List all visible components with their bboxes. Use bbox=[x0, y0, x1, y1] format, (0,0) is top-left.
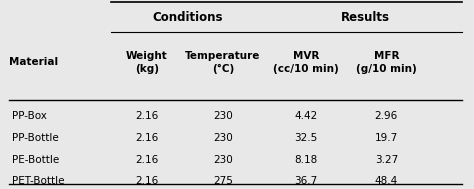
Text: 3.27: 3.27 bbox=[374, 155, 398, 165]
Text: 4.42: 4.42 bbox=[294, 111, 318, 121]
Text: 48.4: 48.4 bbox=[374, 177, 398, 186]
Text: 230: 230 bbox=[213, 133, 233, 143]
Text: 2.16: 2.16 bbox=[135, 155, 159, 165]
Text: 230: 230 bbox=[213, 111, 233, 121]
Text: 19.7: 19.7 bbox=[374, 133, 398, 143]
Text: 2.96: 2.96 bbox=[374, 111, 398, 121]
Text: 36.7: 36.7 bbox=[294, 177, 318, 186]
Text: 2.16: 2.16 bbox=[135, 177, 159, 186]
Text: 8.18: 8.18 bbox=[294, 155, 318, 165]
Text: Material: Material bbox=[9, 57, 59, 67]
Text: PP-Bottle: PP-Bottle bbox=[12, 133, 59, 143]
Text: 2.16: 2.16 bbox=[135, 133, 159, 143]
Text: Results: Results bbox=[340, 11, 390, 23]
Text: 32.5: 32.5 bbox=[294, 133, 318, 143]
Text: Temperature
(°C): Temperature (°C) bbox=[185, 51, 261, 74]
Text: PE-Bottle: PE-Bottle bbox=[12, 155, 59, 165]
Text: PP-Box: PP-Box bbox=[12, 111, 47, 121]
Text: MVR
(cc/10 min): MVR (cc/10 min) bbox=[273, 51, 338, 74]
Text: Weight
(kg): Weight (kg) bbox=[126, 51, 168, 74]
Text: Conditions: Conditions bbox=[152, 11, 222, 23]
Text: 2.16: 2.16 bbox=[135, 111, 159, 121]
Text: 230: 230 bbox=[213, 155, 233, 165]
Text: PET-Bottle: PET-Bottle bbox=[12, 177, 64, 186]
Text: 275: 275 bbox=[213, 177, 233, 186]
Text: MFR
(g/10 min): MFR (g/10 min) bbox=[356, 51, 417, 74]
